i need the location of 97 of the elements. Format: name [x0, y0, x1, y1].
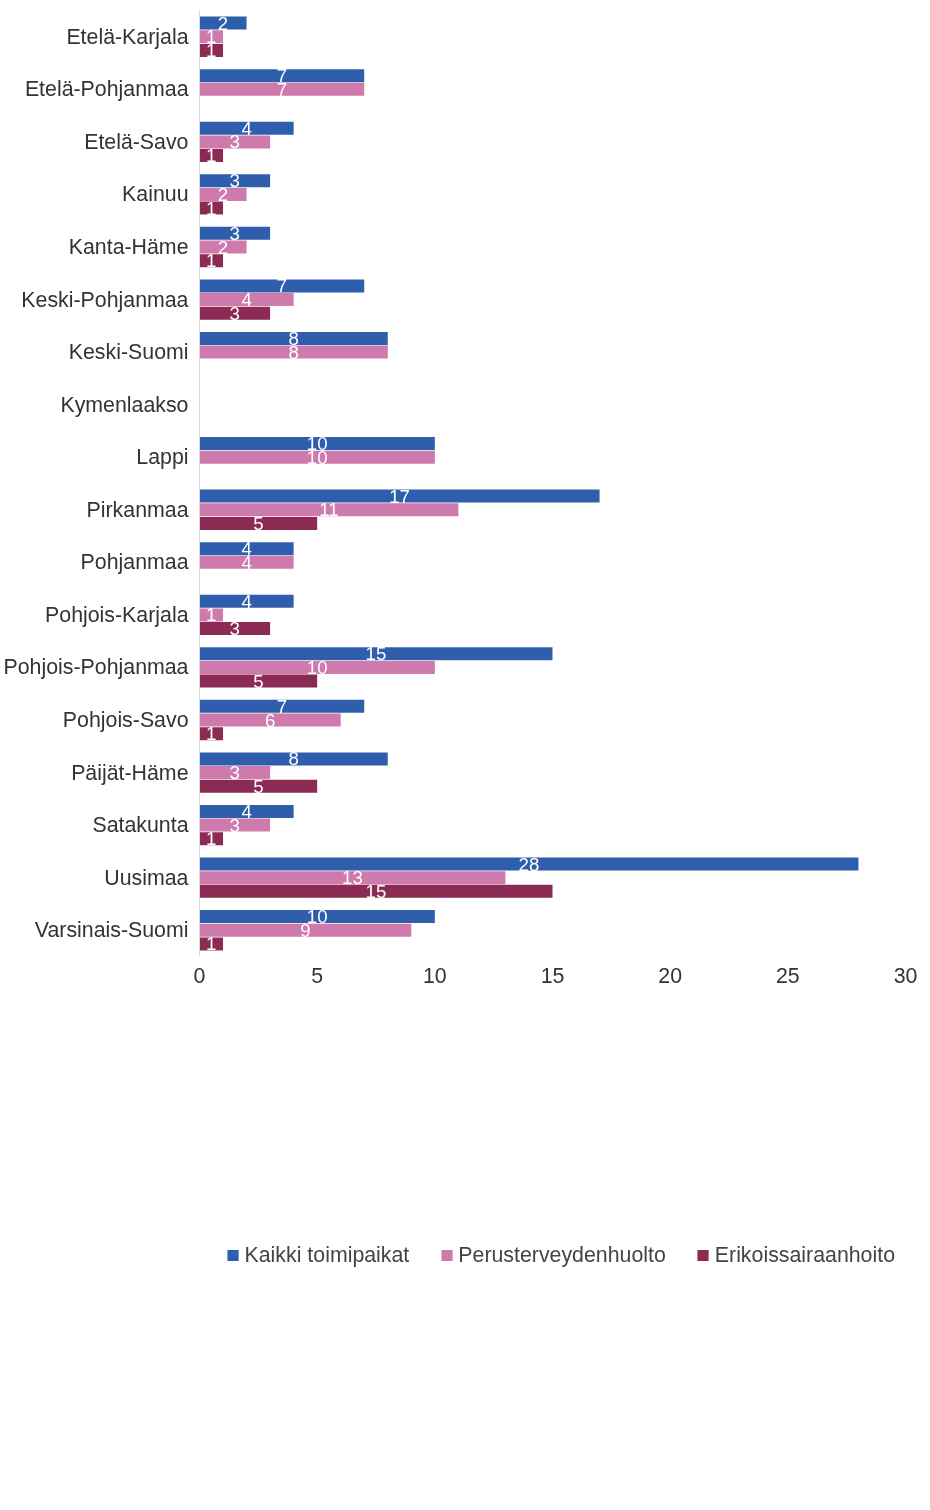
- data-label: 1: [206, 604, 217, 626]
- bar: [199, 923, 412, 937]
- y-tick-label: Pohjanmaa: [80, 550, 189, 575]
- data-label: 5: [253, 512, 264, 534]
- x-tick-label: 0: [193, 963, 206, 988]
- y-tick-label: Kanta-Häme: [68, 235, 189, 259]
- data-label: 3: [229, 618, 240, 640]
- data-label: 3: [229, 222, 240, 244]
- bar: [199, 674, 318, 688]
- data-label: 1: [206, 250, 217, 272]
- data-label: 1: [206, 828, 217, 850]
- bar: [199, 699, 365, 713]
- bar: [199, 69, 365, 83]
- y-tick-label: Pirkanmaa: [86, 497, 189, 522]
- data-label: 4: [241, 800, 252, 822]
- data-label: 8: [288, 748, 299, 770]
- data-label: 11: [319, 499, 339, 521]
- bar: [199, 542, 294, 556]
- bar: [199, 910, 435, 924]
- data-label: 15: [365, 880, 387, 902]
- y-tick-label: Pohjois-Pohjanmaa: [3, 655, 189, 680]
- data-label: 4: [241, 289, 252, 311]
- y-tick-label: Päijät-Häme: [71, 760, 189, 785]
- bar: [199, 779, 318, 793]
- bar: [199, 226, 271, 240]
- data-label: 1: [206, 723, 217, 745]
- bar: [199, 121, 294, 135]
- data-label: 7: [276, 695, 288, 717]
- bar: [199, 857, 859, 871]
- legend-label: Perusterveydenhuolto: [458, 1242, 666, 1268]
- y-tick-label: Satakunta: [92, 813, 189, 838]
- data-label: 17: [389, 485, 410, 507]
- bar: [199, 279, 365, 293]
- data-label: 6: [264, 709, 276, 731]
- bar: [199, 503, 459, 517]
- bar: [199, 450, 435, 464]
- data-label: 3: [229, 762, 240, 784]
- y-tick-label: Varsinais-Suomi: [34, 918, 189, 943]
- data-label: 5: [253, 670, 264, 692]
- bar: [199, 884, 553, 898]
- x-tick-label: 10: [422, 963, 447, 988]
- bar: [199, 555, 294, 569]
- bar: [199, 345, 388, 359]
- data-label: 3: [229, 131, 240, 153]
- data-label: 3: [229, 302, 240, 324]
- bar: [199, 82, 365, 96]
- data-label: 13: [342, 867, 363, 889]
- y-tick-label: Pohjois-Karjala: [45, 602, 189, 627]
- bar: [199, 622, 271, 636]
- x-tick-label: 5: [311, 963, 324, 988]
- x-tick-label: 25: [775, 963, 800, 988]
- data-label: 3: [229, 170, 240, 192]
- bar: [199, 306, 271, 320]
- y-tick-label: Keski-Pohjanmaa: [21, 287, 189, 312]
- bar: [199, 766, 271, 780]
- y-tick-label: Keski-Suomi: [68, 340, 189, 365]
- data-label: 10: [306, 656, 328, 678]
- bar: [199, 331, 388, 345]
- bar: [199, 594, 294, 608]
- data-label: 2: [217, 183, 229, 205]
- data-label: 5: [253, 775, 264, 797]
- y-tick-label: Etelä-Pohjanmaa: [24, 77, 189, 102]
- y-tick-label: Kymenlaakso: [60, 392, 189, 417]
- bar: [199, 804, 294, 818]
- legend-label: Erikoissairaanhoito: [714, 1242, 895, 1268]
- data-label: 1: [206, 197, 217, 219]
- x-tick-label: 20: [658, 963, 683, 988]
- bar: [199, 818, 271, 832]
- x-tick-label: 15: [540, 963, 565, 988]
- bar: [199, 437, 435, 451]
- y-tick-label: Uusimaa: [104, 865, 189, 890]
- y-tick-label: Lappi: [136, 445, 189, 470]
- bar: [199, 293, 294, 307]
- bar: [199, 135, 271, 149]
- data-label: 3: [229, 814, 240, 836]
- data-label: 4: [241, 590, 252, 612]
- y-tick-label: Pohjois-Savo: [62, 708, 189, 732]
- y-tick-label: Kainuu: [122, 182, 189, 207]
- data-label: 4: [241, 117, 252, 139]
- y-tick-label: Etelä-Savo: [84, 129, 189, 154]
- x-tick-label: 30: [893, 963, 918, 988]
- bar: [199, 660, 435, 674]
- legend-label: Kaikki toimipaikat: [244, 1242, 410, 1268]
- data-label: 28: [518, 853, 540, 875]
- data-label: 7: [276, 275, 288, 297]
- bar: [199, 871, 506, 885]
- y-tick-label: Etelä-Karjala: [66, 24, 189, 49]
- bar: [199, 174, 271, 188]
- bar: [199, 489, 600, 503]
- data-label: 15: [365, 643, 387, 665]
- bar: [199, 647, 553, 661]
- data-label: 1: [206, 933, 217, 955]
- data-label: 2: [217, 236, 229, 258]
- data-label: 1: [206, 145, 217, 167]
- bar: [199, 516, 318, 530]
- data-label: 2: [217, 12, 229, 34]
- bar: [199, 752, 388, 766]
